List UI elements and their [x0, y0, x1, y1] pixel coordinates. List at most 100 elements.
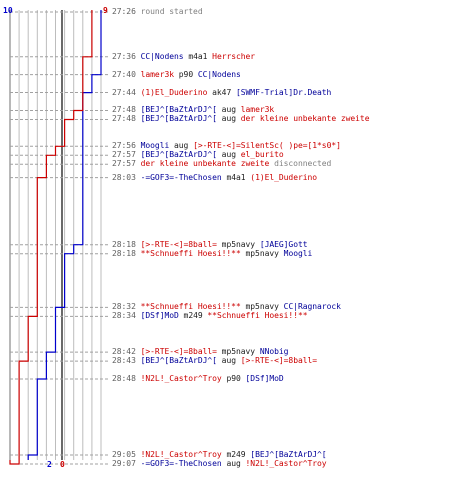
killer-name: (1)El_Duderino: [140, 87, 208, 97]
log-row: 28:48 !N2L!_Castor^Troy p90 [DSf]MoD: [112, 374, 284, 383]
blue-end-count: 2: [47, 460, 52, 469]
log-row: 28:34 [DSf]MoD m249 **Schnueffi Hoesi!!*…: [112, 311, 308, 320]
victim-name: NNobig: [259, 347, 289, 357]
victim-name: el_burito: [240, 150, 284, 160]
event-time: 28:18: [112, 239, 136, 249]
victim-name: CC|Ragnarock: [283, 302, 341, 312]
event-time: 28:43: [112, 356, 136, 366]
victim-name: der kleine unbekante zweite: [240, 114, 370, 124]
event-time: 27:48: [112, 114, 136, 124]
log-row: 28:42 [>-RTE-<]=8ball= mp5navy NNobig: [112, 347, 288, 356]
weapon-name: aug: [221, 150, 236, 160]
killer-name: [>-RTE-<]=8ball=: [140, 347, 217, 357]
log-row: 27:57 [BEJ^[BaZtArDJ^[ aug el_burito: [112, 150, 284, 159]
victim-name: [BEJ^[BaZtArDJ^[: [250, 450, 327, 460]
killer-name: [BEJ^[BaZtArDJ^[: [140, 356, 217, 366]
victim-name: [>-RTE-<]=SilentSc( )pe=[1*s0*]: [193, 141, 341, 151]
event-time: 27:26: [112, 7, 136, 16]
event-time: 29:07: [112, 459, 136, 469]
weapon-name: aug: [221, 114, 236, 124]
victim-name: **Schnueffi Hoesi!!**: [207, 311, 308, 321]
weapon-name: m4a1: [188, 51, 208, 61]
weapon-name: aug: [221, 105, 236, 115]
log-row: 28:18 [>-RTE-<]=8ball= mp5navy [JAEG]Got…: [112, 240, 308, 249]
log-row: 27:56 Moogli aug [>-RTE-<]=SilentSc( )pe…: [112, 141, 341, 150]
event-time: 27:56: [112, 141, 136, 151]
weapon-name: mp5navy: [221, 347, 256, 357]
killer-name: !N2L!_Castor^Troy: [140, 450, 222, 460]
victim-name: Herrscher: [212, 51, 256, 61]
killer-name: [>-RTE-<]=8ball=: [140, 239, 217, 249]
killer-name: [BEJ^[BaZtArDJ^[: [140, 150, 217, 160]
log-row: 28:18 **Schnueffi Hoesi!!** mp5navy Moog…: [112, 249, 312, 258]
killer-name: CC|Nodens: [140, 51, 184, 61]
event-time: 29:05: [112, 450, 136, 460]
log-row: 28:03 -=GOF3=-TheChosen m4a1 (1)El_Duder…: [112, 173, 317, 182]
event-time: 27:48: [112, 105, 136, 115]
weapon-name: aug: [221, 356, 236, 366]
log-row: 27:48 [BEJ^[BaZtArDJ^[ aug der kleine un…: [112, 114, 370, 124]
killer-name: -=GOF3=-TheChosen: [140, 459, 222, 469]
weapon-name: mp5navy: [245, 248, 279, 258]
killer-name: [DSf]MoD: [140, 311, 179, 321]
red-team-alive-line: [9, 10, 93, 465]
blue-start-count: 10: [3, 6, 13, 15]
log-row: 27:48 [BEJ^[BaZtArDJ^[ aug lamer3k: [112, 105, 274, 114]
event-time: 28:48: [112, 373, 136, 383]
event-time: 27:36: [112, 51, 136, 61]
killer-name: **Schnueffi Hoesi!!**: [140, 302, 241, 312]
victim-name: (1)El_Duderino: [250, 172, 318, 182]
victim-name: CC|Nodens: [197, 69, 241, 79]
log-row: 29:05 !N2L!_Castor^Troy m249 [BEJ^[BaZtA…: [112, 450, 327, 459]
weapon-name: aug: [226, 459, 241, 469]
alive-count-chart: [0, 10, 110, 465]
killer-name: **Schnueffi Hoesi!!**: [140, 248, 241, 258]
event-time: 28:42: [112, 347, 136, 357]
red-start-count: 9: [103, 6, 108, 15]
killer-name: [BEJ^[BaZtArDJ^[: [140, 114, 217, 124]
event-time: 27:44: [112, 87, 136, 97]
event-text: disconnected: [274, 159, 332, 169]
log-row: 27:44 (1)El_Duderino ak47 [SWMF-Trial]Dr…: [112, 88, 331, 97]
victim-name: !N2L!_Castor^Troy: [245, 459, 327, 469]
victim-name: [JAEG]Gott: [259, 239, 308, 249]
weapon-name: p90: [226, 373, 241, 383]
blue-team-alive-line: [27, 10, 102, 460]
log-row: 28:32 **Schnueffi Hoesi!!** mp5navy CC|R…: [112, 302, 341, 311]
killer-name: Moogli: [140, 141, 170, 151]
event-time: 28:03: [112, 172, 136, 182]
event-time: 28:34: [112, 311, 136, 321]
killer-name: -=GOF3=-TheChosen: [140, 172, 222, 182]
log-row: 28:43 [BEJ^[BaZtArDJ^[ aug [>-RTE-<]=8ba…: [112, 356, 317, 365]
victim-name: [DSf]MoD: [245, 373, 284, 383]
weapon-name: m4a1: [226, 172, 246, 182]
log-row: 29:07 -=GOF3=-TheChosen aug !N2L!_Castor…: [112, 459, 327, 468]
victim-name: [SWMF-Trial]Dr.Death: [236, 87, 332, 97]
killer-name: [BEJ^[BaZtArDJ^[: [140, 105, 217, 115]
red-end-count: 0: [60, 460, 65, 469]
player-name: der kleine unbekante zweite: [140, 159, 270, 169]
weapon-name: m249: [226, 450, 246, 460]
log-row: 27:36 CC|Nodens m4a1 Herrscher: [112, 52, 255, 61]
weapon-name: m249: [183, 311, 203, 321]
event-time: 28:18: [112, 248, 136, 258]
weapon-name: mp5navy: [245, 302, 279, 312]
event-time: 28:32: [112, 302, 136, 312]
weapon-name: aug: [174, 141, 189, 151]
event-time: 27:57: [112, 150, 136, 160]
event-time: 27:40: [112, 69, 136, 79]
killer-name: !N2L!_Castor^Troy: [140, 373, 222, 383]
weapon-name: mp5navy: [221, 239, 256, 249]
weapon-name: ak47: [212, 87, 232, 97]
event-time: 27:57: [112, 159, 136, 169]
event-text: round started: [140, 7, 203, 16]
victim-name: Moogli: [283, 248, 313, 258]
killer-name: lamer3k: [140, 69, 174, 79]
victim-name: lamer3k: [240, 105, 275, 115]
log-row: 27:57 der kleine unbekante zweite discon…: [112, 159, 331, 168]
weapon-name: p90: [178, 69, 194, 79]
log-row: 27:26 round started: [112, 7, 203, 16]
log-row: 27:40 lamer3k p90 CC|Nodens: [112, 70, 241, 79]
victim-name: [>-RTE-<]=8ball=: [240, 356, 318, 366]
